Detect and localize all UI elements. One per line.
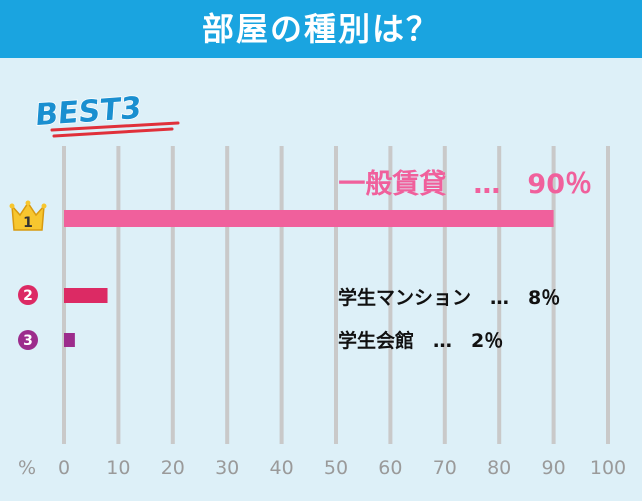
x-tick-label: 60	[378, 457, 402, 479]
badge-text: BEST3	[34, 91, 142, 133]
x-tick-label: 50	[324, 457, 348, 479]
bar	[64, 288, 108, 303]
crown-jewel	[25, 200, 31, 206]
best3-badge: BEST3	[33, 90, 180, 138]
rank-badge-icon: 2	[18, 285, 38, 305]
x-tick-label: 30	[215, 457, 239, 479]
circled-number-icon	[18, 285, 38, 305]
bar	[64, 210, 554, 227]
x-unit-label: %	[18, 457, 36, 479]
rank-icons: 1 2 3	[9, 200, 47, 350]
x-tick-label: 10	[106, 457, 130, 479]
bar-labels: 一般賃貸 … 90％ 学生マンション … 8％ 学生会館 … 2％	[338, 168, 592, 352]
rank-badge-icon: 3	[18, 330, 38, 350]
circled-number-icon	[18, 330, 38, 350]
x-axis: 0 10 20 30 40 50 60 70 80 90 100%	[18, 457, 626, 479]
badge-underline	[50, 121, 180, 138]
bar-label: 学生マンション … 8％	[338, 286, 560, 309]
bars	[64, 210, 554, 347]
bar-label: 一般賃貸 … 90％	[338, 168, 592, 200]
page-title: 部屋の種別は？	[0, 0, 642, 58]
bar	[64, 333, 75, 347]
crown-shape	[11, 201, 45, 231]
crown-icon: 1	[9, 200, 47, 231]
grid-lines	[62, 146, 610, 444]
rank-number: 1	[23, 215, 33, 231]
crown-jewel	[41, 203, 47, 209]
x-tick-label: 20	[161, 457, 185, 479]
x-tick-label: 0	[58, 457, 70, 479]
crown-jewel	[9, 203, 15, 209]
rank-number: 3	[23, 333, 33, 349]
x-tick-label: 70	[433, 457, 457, 479]
x-tick-label: 100	[590, 457, 626, 479]
x-tick-label: 80	[487, 457, 511, 479]
rank-number: 2	[23, 288, 33, 304]
bar-label: 学生会館 … 2％	[338, 329, 503, 352]
x-tick-label: 40	[270, 457, 294, 479]
x-tick-label: 90	[542, 457, 566, 479]
